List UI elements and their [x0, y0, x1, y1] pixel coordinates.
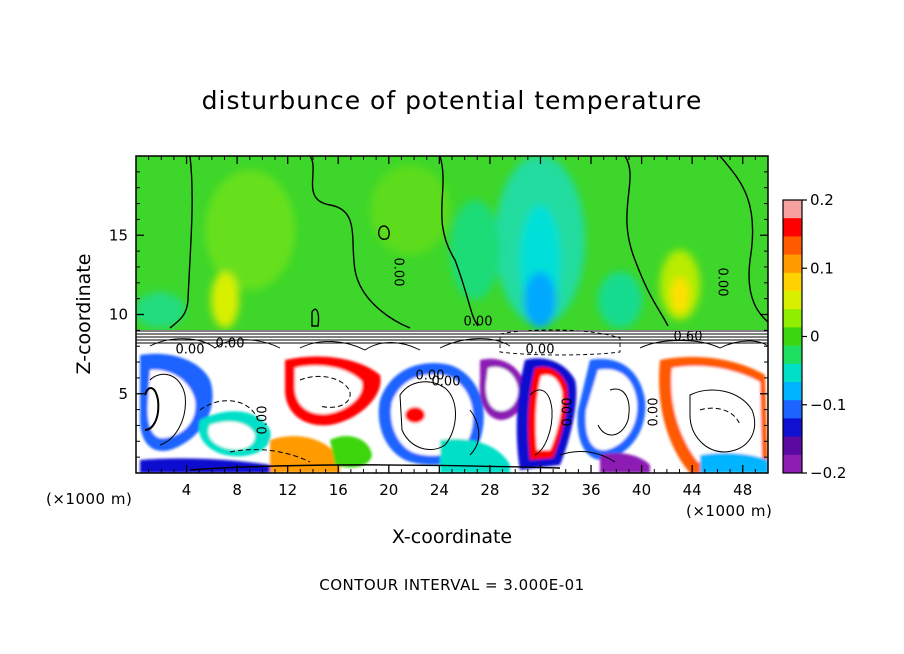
- contour-label: 0.00: [561, 398, 576, 427]
- turbulent-blob: [485, 366, 519, 412]
- colorbar-swatch: [783, 309, 802, 328]
- x-unit-right: (×1000 m): [686, 502, 773, 520]
- colorbar-swatch: [783, 400, 802, 419]
- upper-yellow-patch: [211, 272, 239, 328]
- colorbar: 0.2 0.1 0 −0.1 −0.2: [782, 191, 846, 482]
- colorbar-swatch: [783, 272, 802, 292]
- upper-green-patch: [370, 165, 450, 255]
- turbulent-blob: [440, 438, 510, 473]
- lower-contours: [144, 373, 756, 471]
- heatmap-field: 0.000.000.000.000.600.00 0.000.000.000.00…: [136, 156, 768, 473]
- colorbar-swatch: [783, 254, 802, 274]
- colorbar-tick-label: 0: [810, 328, 820, 346]
- x-tick-label: 4: [182, 481, 192, 499]
- x-tick-label: 20: [379, 481, 398, 499]
- colorbar-tick-label: 0.2: [810, 191, 834, 209]
- colorbar-swatch: [783, 218, 802, 237]
- contour-interval-note: CONTOUR INTERVAL = 3.000E-01: [319, 576, 585, 594]
- contour-label: 0.00: [647, 398, 662, 427]
- y-tick-label: 10: [109, 306, 128, 324]
- turbulent-blob: [295, 365, 363, 415]
- x-tick-label: 8: [232, 481, 242, 499]
- turbulent-blob: [208, 421, 255, 450]
- turbulent-blob: [390, 374, 474, 456]
- x-tick-label: 32: [531, 481, 550, 499]
- colorbar-tick-label: 0.1: [810, 259, 834, 277]
- x-tick-label: 36: [581, 481, 600, 499]
- contour-label: 0.00: [216, 337, 245, 352]
- turbulent-blob: [700, 452, 768, 473]
- colorbar-swatch: [783, 327, 802, 347]
- y-tick-label: 5: [118, 385, 128, 403]
- contour-label: 0.00: [416, 369, 445, 384]
- turbulent-blob: [671, 365, 762, 462]
- turbulent-blob: [147, 369, 196, 439]
- upper-blue-core: [524, 272, 556, 328]
- turbulent-blob: [405, 407, 425, 423]
- colorbar-tick-label: −0.2: [810, 464, 846, 482]
- upper-teal-patch: [136, 292, 185, 328]
- colorbar-swatch: [783, 363, 802, 383]
- turbulent-blob: [535, 374, 563, 450]
- turbulent-blob: [600, 453, 650, 473]
- x-tick-label: 44: [683, 481, 702, 499]
- inversion-contours: [136, 329, 768, 356]
- upper-yellow-patch: [671, 277, 689, 313]
- x-tick-label: 28: [480, 481, 499, 499]
- x-tick-label: 16: [329, 481, 348, 499]
- contour-label: 0.00: [715, 268, 730, 297]
- turbulent-blob: [270, 436, 340, 473]
- contour-label: 0.60: [674, 330, 703, 345]
- contour-label: 0.00: [526, 343, 555, 358]
- upper-contours: [169, 156, 768, 329]
- x-tick-label: 48: [733, 481, 752, 499]
- colorbar-swatch: [783, 436, 802, 456]
- y-axis-title: Z-coordinate: [73, 253, 95, 375]
- contour-label: 0.00: [432, 375, 461, 390]
- turbulent-blob: [140, 458, 300, 473]
- colorbar-swatch: [783, 382, 802, 401]
- x-tick-label: 40: [632, 481, 651, 499]
- contour-label: 0.00: [176, 343, 205, 358]
- colorbar-swatch: [783, 454, 802, 474]
- contour-label-layer: 0.000.000.000.000.600.00 0.000.000.000.00…: [176, 258, 730, 435]
- y-tick-label: 15: [109, 226, 128, 244]
- colorbar-swatch: [783, 418, 802, 438]
- x-tick-label: 24: [430, 481, 449, 499]
- colorbar-swatch: [783, 291, 802, 310]
- chart-title: disturbunce of potential temperature: [201, 86, 703, 115]
- upper-green-patch: [205, 170, 295, 290]
- contour-label: 0.00: [256, 406, 271, 435]
- upper-teal-patch: [450, 200, 500, 300]
- colorbar-tick-label: −0.1: [810, 396, 846, 414]
- x-unit-left: (×1000 m): [46, 490, 133, 508]
- x-tick-label: 12: [278, 481, 297, 499]
- turbulent-blob: [585, 369, 638, 451]
- upper-teal-patch: [598, 272, 642, 328]
- colorbar-swatch: [783, 236, 802, 256]
- turbulent-blob: [330, 435, 372, 468]
- contour-label: 0.00: [391, 258, 406, 287]
- contour-label: 0.00: [464, 315, 493, 330]
- x-axis-title: X-coordinate: [391, 526, 513, 548]
- colorbar-swatch: [783, 345, 802, 365]
- colorbar-swatch: [783, 200, 802, 219]
